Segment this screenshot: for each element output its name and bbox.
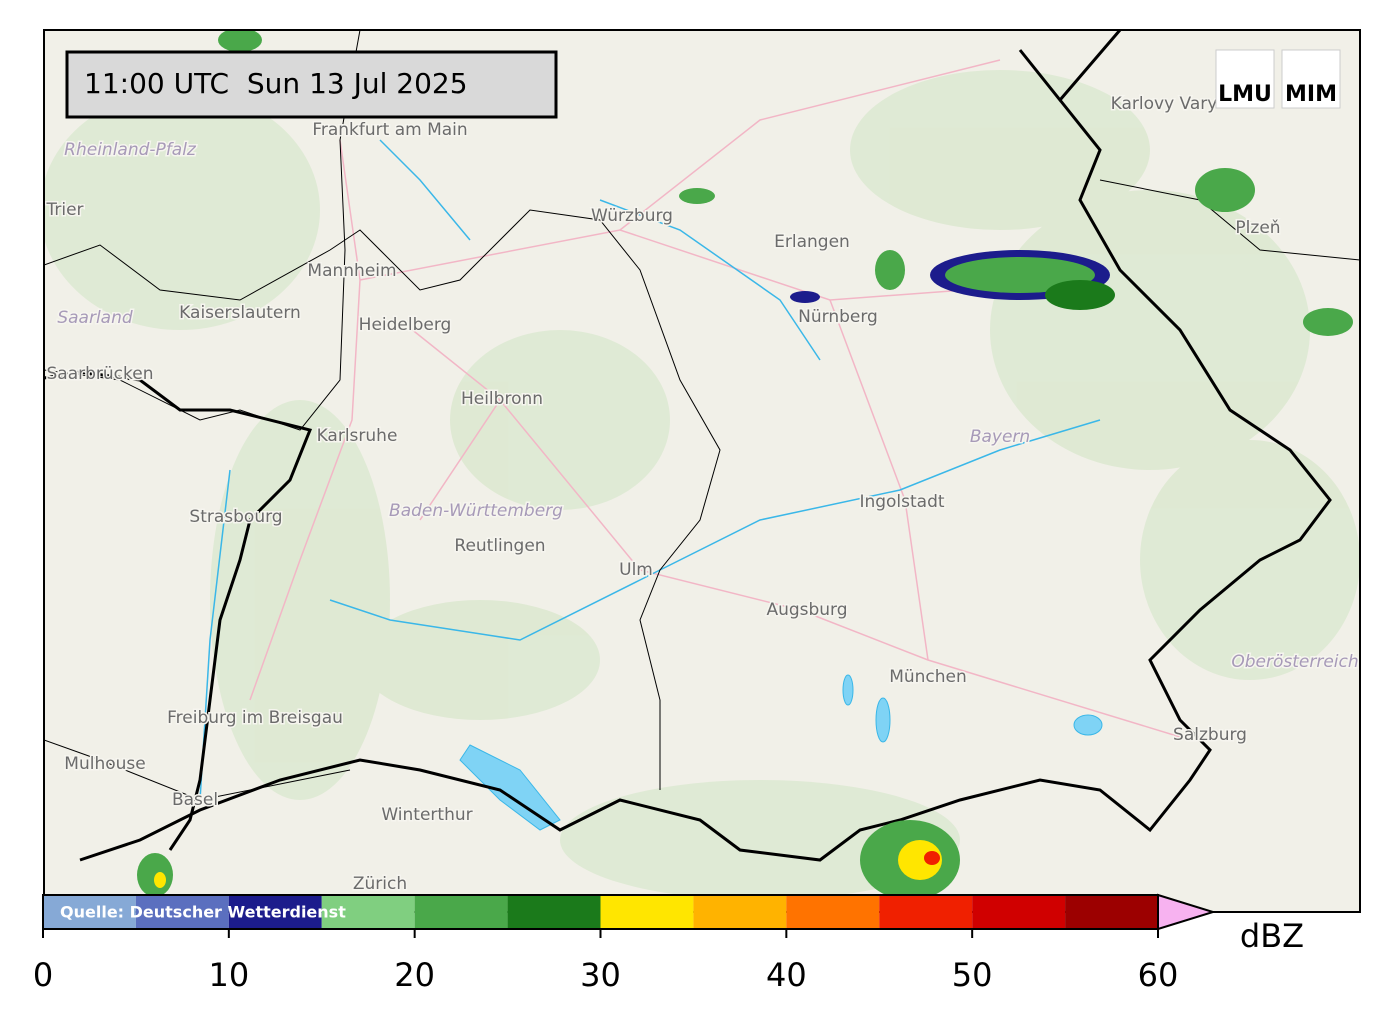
place-label: Trier [45,200,83,220]
place-label: Heilbronn [461,389,543,409]
timestamp-box [65,50,558,119]
logo: LMU [1218,82,1272,107]
tick-label: 10 [208,956,249,994]
place-label: Saarbrücken [47,364,154,384]
place-label: Karlovy Vary [1111,94,1218,114]
place-label: Mannheim [307,261,396,281]
colorbar-segment [43,895,136,929]
colorbar-segment [507,895,601,929]
place-label: Heidelberg [359,315,452,335]
lakes [459,674,1103,831]
place-label: Rheinland-Pfalz [64,140,197,160]
place-label: Oberösterreich [1231,652,1358,672]
logo: MIM [1285,82,1337,107]
place-label: Karlsruhe [317,426,398,446]
region-borders [44,30,1360,801]
place-label: Bayern [970,427,1030,447]
logo-box [1215,49,1275,109]
tick-label: 50 [952,956,993,994]
place-label: Kaiserslautern [179,303,301,323]
place-label: Salzburg [1173,725,1247,745]
map: Frankfurt am Main Rheinland-Pfalz Trier Man… [44,30,1360,912]
colorbar-segment [972,895,1066,929]
place-label: Baden-Württemberg [389,501,563,521]
tick-label: 0 [33,956,53,994]
colorbar-segment [879,895,973,929]
place-label: Mulhouse [64,754,145,774]
tick-label: 30 [580,956,621,994]
place-label: Würzburg [591,206,673,226]
place-label: Reutlingen [454,536,545,556]
tick-label: 60 [1138,956,1179,994]
tick-label: 20 [394,956,435,994]
place-label: Ingolstadt [859,492,944,512]
place-label: Frankfurt am Main [312,120,467,140]
place-label: Nürnberg [798,307,878,327]
place-label: Basel [172,790,218,810]
unit-label: dBZ [1240,917,1304,955]
timestamp: 11:00 UTC Sun 13 Jul 2025 [84,67,468,100]
tick-label: 40 [766,956,807,994]
place-labels: Frankfurt am Main Rheinland-Pfalz Trier Man… [44,93,1360,896]
colorbar-segment [693,895,787,929]
colorbar-segment [228,895,322,929]
colorbar-segment [600,895,694,929]
colorbar: Quelle: Deutscher Wetterdienst 0 10 20 30 40 5… [33,893,1304,994]
place-label: Saarland [57,308,133,328]
colorbar-segment [321,895,415,929]
place-label: Ulm [619,560,653,580]
logo-box [1281,49,1341,109]
place-label: Erlangen [774,232,850,252]
source-label: Quelle: Deutscher Wetterdienst [60,903,346,922]
radar-echoes [137,30,1353,900]
place-label: München [889,667,967,687]
place-label: Augsburg [766,600,847,620]
colorbar-segment [135,895,229,929]
colorbar-segment [786,895,880,929]
place-label: Zürich [353,874,407,894]
place-label: Winterthur [381,805,472,825]
place-label: Strasbourg [189,507,282,527]
colorbar-segment [414,895,508,929]
country-borders [44,30,1332,862]
place-label: Freiburg im Breisgau [167,708,343,728]
place-label: Plzeň [1235,218,1280,238]
colorbar-segment [1065,895,1158,929]
